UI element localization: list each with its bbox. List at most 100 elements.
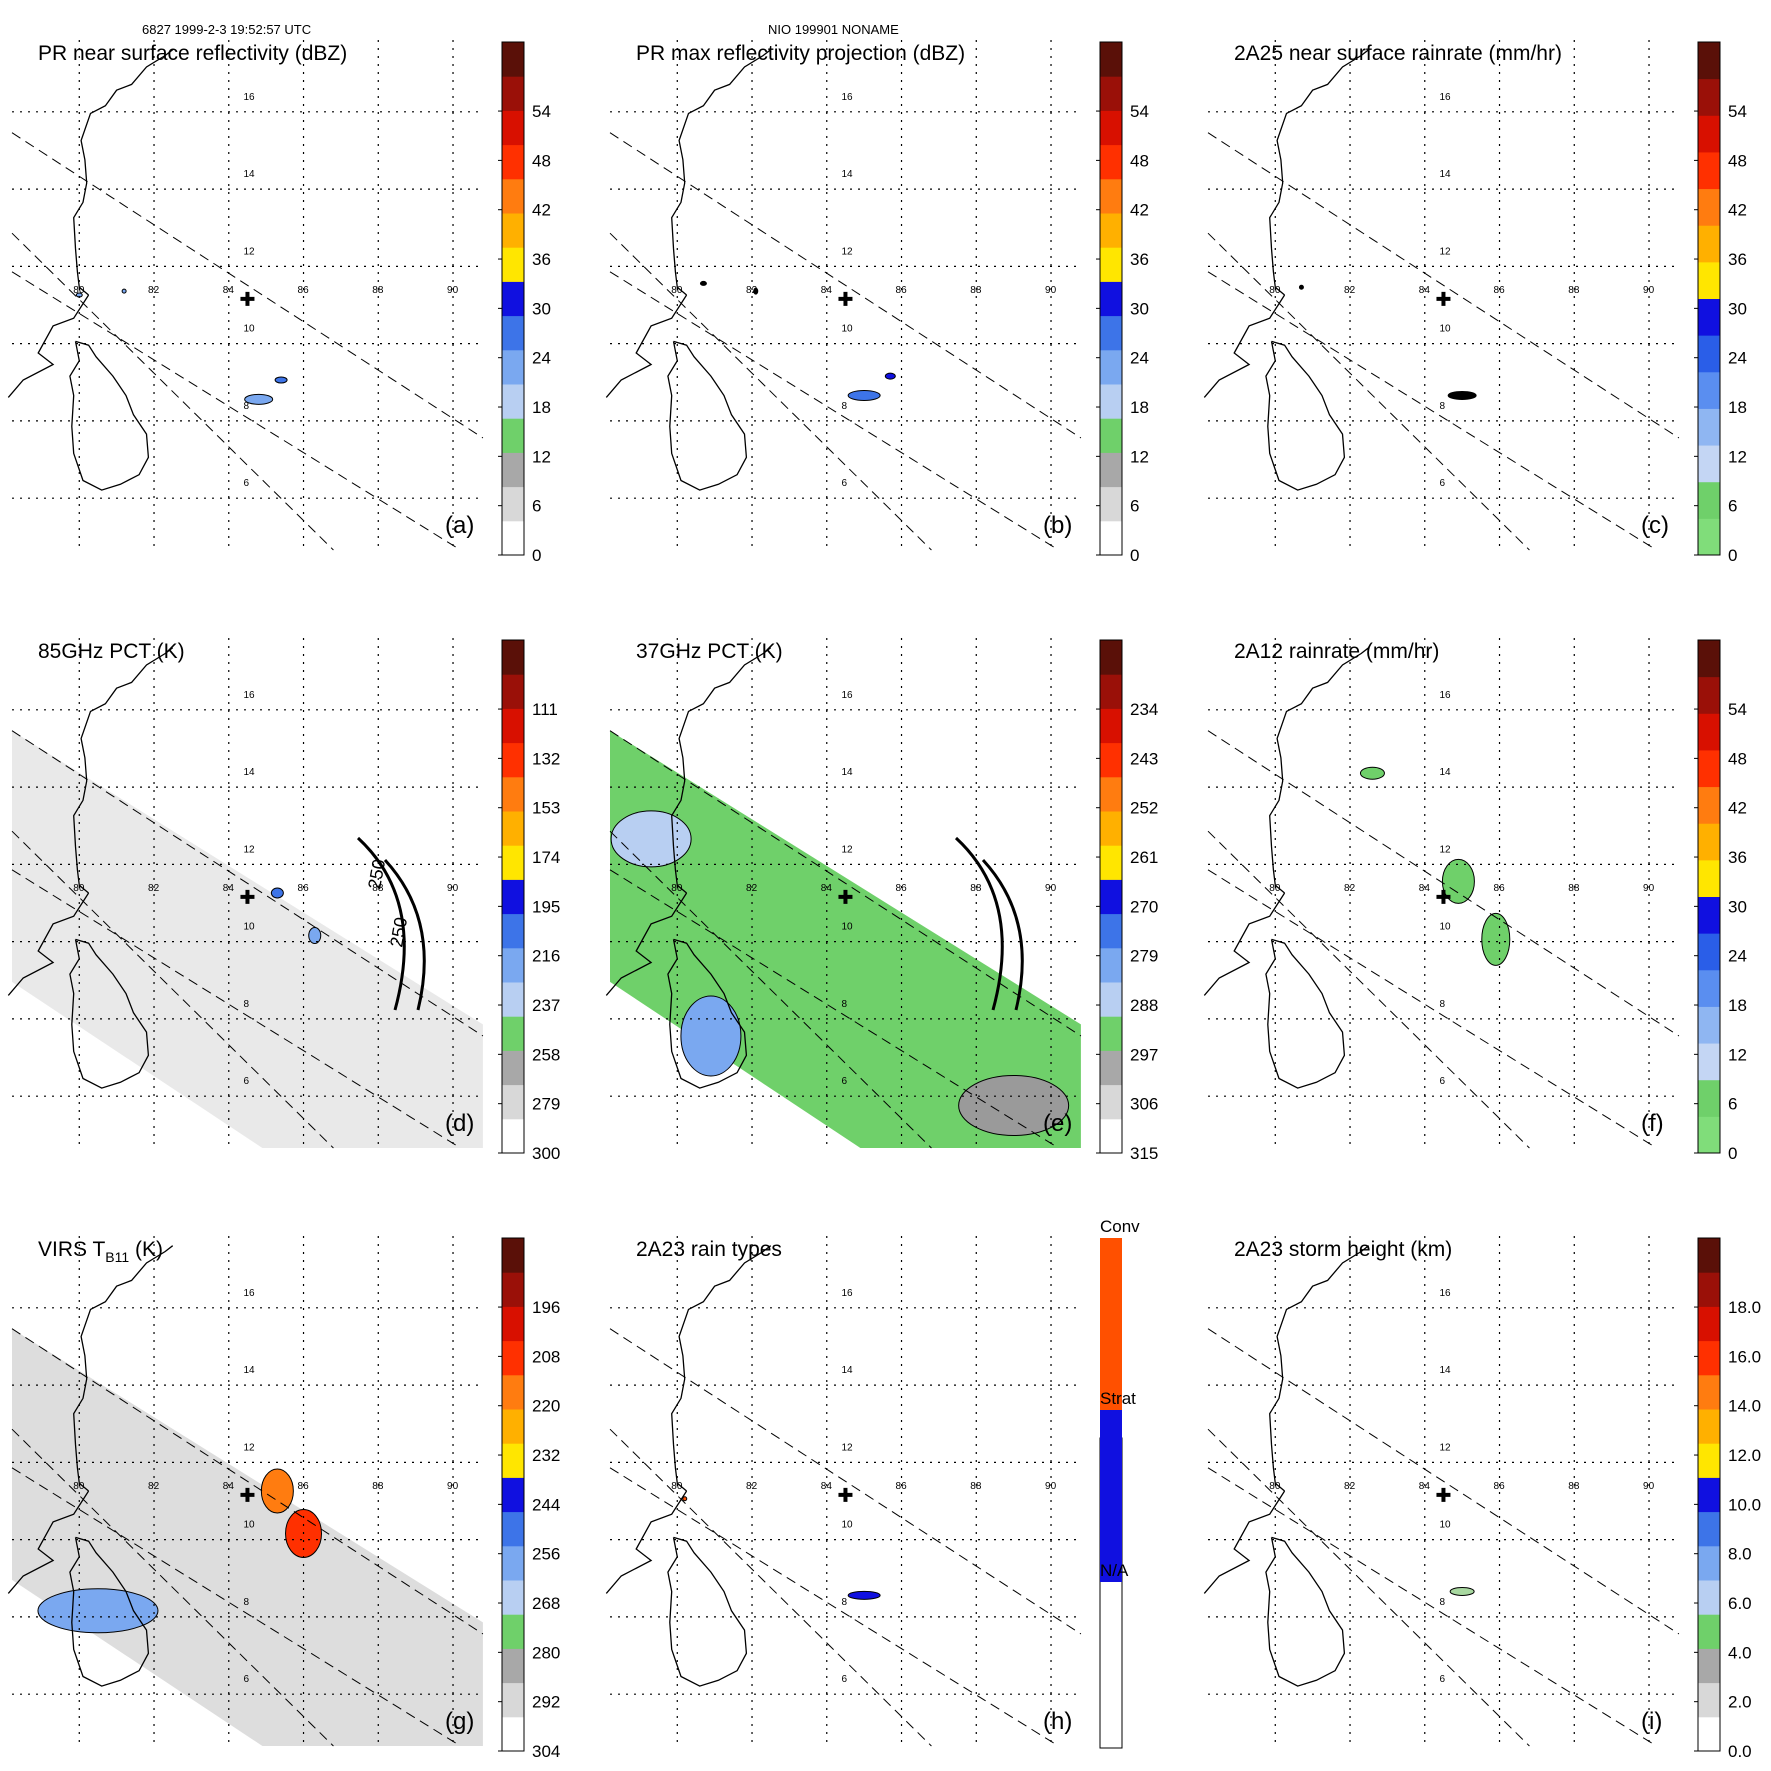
swath-edge-line: [1207, 730, 1680, 1037]
colorbar-segment: [1698, 1682, 1720, 1718]
lat-label: 16: [841, 690, 853, 701]
colorbar-frame: [501, 639, 525, 1154]
colorbar-segment: [502, 384, 524, 419]
panel-title-suffix: (K): [129, 1238, 163, 1261]
india-south-coastline: [605, 1490, 688, 1594]
colorbar-segment: [1100, 742, 1122, 778]
lat-label: 10: [243, 324, 255, 335]
lat-label: 14: [1439, 767, 1451, 778]
lat-label: 16: [841, 1288, 853, 1299]
colorbar-segment: [1698, 1511, 1720, 1547]
colorbar-tick-label: 6: [1728, 1095, 1737, 1114]
colorbar-tick-label: 196: [532, 1298, 560, 1317]
colorbar-tick-label: 292: [532, 1693, 560, 1712]
panel-title: 2A25 near surface rainrate (mm/hr): [1234, 42, 1562, 65]
colorbar-segment: [1698, 1545, 1720, 1581]
swath-edge-line: [609, 1467, 1059, 1747]
panel-title: 37GHz PCT (K): [636, 640, 783, 663]
lat-label: 6: [1439, 1674, 1445, 1685]
colorbar-tick-label: 261: [1130, 848, 1158, 867]
india-south-coastline: [1203, 294, 1286, 398]
colorbar-frame: [1099, 41, 1123, 556]
colorbar-segment: [1698, 1716, 1720, 1752]
lon-label: 86: [896, 1481, 908, 1492]
lon-label: 82: [746, 1481, 758, 1492]
storm-center-cross: [1436, 291, 1451, 306]
colorbar-segment: [502, 947, 524, 983]
colorbar-tick-label: Strat: [1100, 1389, 1136, 1408]
lat-label: 8: [841, 999, 847, 1010]
colorbar-segment: [502, 520, 524, 556]
colorbar-tick-label: 14.0: [1728, 1397, 1761, 1416]
category-conv-box: [1100, 1238, 1122, 1410]
colorbar-segment: [1100, 349, 1122, 385]
panel-title: 85GHz PCT (K): [38, 640, 185, 663]
colorbar-segment: [1698, 1409, 1720, 1444]
colorbar-tick-label: 42: [532, 201, 551, 220]
swath-edge-line: [11, 730, 484, 1037]
colorbar-tick-label: 48: [1728, 749, 1747, 768]
lat-label: 12: [243, 246, 255, 257]
colorbar-tick-label: 297: [1130, 1045, 1158, 1064]
rain-cell: [274, 376, 288, 384]
lon-label: 80: [671, 1481, 683, 1492]
lon-label: 86: [1494, 1481, 1506, 1492]
colorbar-tick-label: 232: [532, 1446, 560, 1465]
india-south-coastline: [7, 1490, 90, 1594]
lon-label: 82: [1344, 285, 1356, 296]
colorbar-tick-label: 18: [1728, 996, 1747, 1015]
panel-title: 2A23 rain types: [636, 1238, 782, 1261]
colorbar-tick-label: 18: [1728, 398, 1747, 417]
cold-cloud: [37, 1588, 159, 1634]
colorbar-tick-label: 195: [532, 897, 560, 916]
lon-label: 88: [970, 883, 982, 894]
colorbar-tick-label: 174: [532, 848, 560, 867]
colorbar-tick-label: 252: [1130, 799, 1158, 818]
storm-center-cross: [1436, 1487, 1451, 1502]
swath-edge-line: [609, 271, 1059, 551]
lon-label: 88: [372, 285, 384, 296]
lon-label: 80: [1269, 1481, 1281, 1492]
colorbar-segment: [502, 1443, 524, 1478]
lat-label: 10: [841, 1520, 853, 1531]
swath-edge-line: [11, 830, 334, 1149]
colorbar-tick-label: 234: [1130, 700, 1158, 719]
swath-edge-line: [11, 1467, 461, 1747]
colorbar-segment: [502, 776, 524, 812]
lat-label: 14: [1439, 169, 1451, 180]
lat-label: 12: [841, 246, 853, 257]
sri-lanka-coastline: [1265, 1536, 1346, 1687]
lat-label: 8: [243, 999, 249, 1010]
colorbar-segment: [502, 913, 524, 949]
colorbar-segment: [1100, 110, 1122, 146]
india-coastline: [73, 647, 174, 894]
panel-title: 2A12 rainrate (mm/hr): [1234, 640, 1439, 663]
colorbar-segment: [502, 1545, 524, 1581]
colorbar-tick-label: 0.0: [1728, 1742, 1752, 1761]
colorbar-tick-label: 6: [1728, 497, 1737, 516]
india-south-coastline: [605, 892, 688, 996]
colorbar-segment: [502, 742, 524, 778]
lon-label: 90: [1045, 883, 1057, 894]
colorbar-segment: [1698, 1374, 1720, 1410]
colorbar-segment: [1100, 144, 1122, 180]
colorbar-segment: [502, 1409, 524, 1444]
colorbar-tick-label: 12.0: [1728, 1446, 1761, 1465]
colorbar-tick-label: 54: [1728, 102, 1747, 121]
lat-label: 14: [841, 767, 853, 778]
colorbar-segment: [502, 640, 524, 675]
swath-band: [12, 730, 483, 1148]
colorbar-segment: [1698, 896, 1720, 934]
category-strat-box: [1100, 1410, 1122, 1582]
colorbar-segment: [1698, 481, 1720, 519]
lon-label: 88: [372, 1481, 384, 1492]
sri-lanka-coastline: [1265, 938, 1346, 1089]
lon-label: 82: [148, 883, 160, 894]
colorbar-tick-label: 304: [532, 1742, 560, 1761]
colorbar-tick-label: 270: [1130, 897, 1158, 916]
lon-label: 88: [1568, 1481, 1580, 1492]
colorbar-tick-label: 300: [532, 1144, 560, 1163]
colorbar-tick-label: 208: [532, 1347, 560, 1366]
